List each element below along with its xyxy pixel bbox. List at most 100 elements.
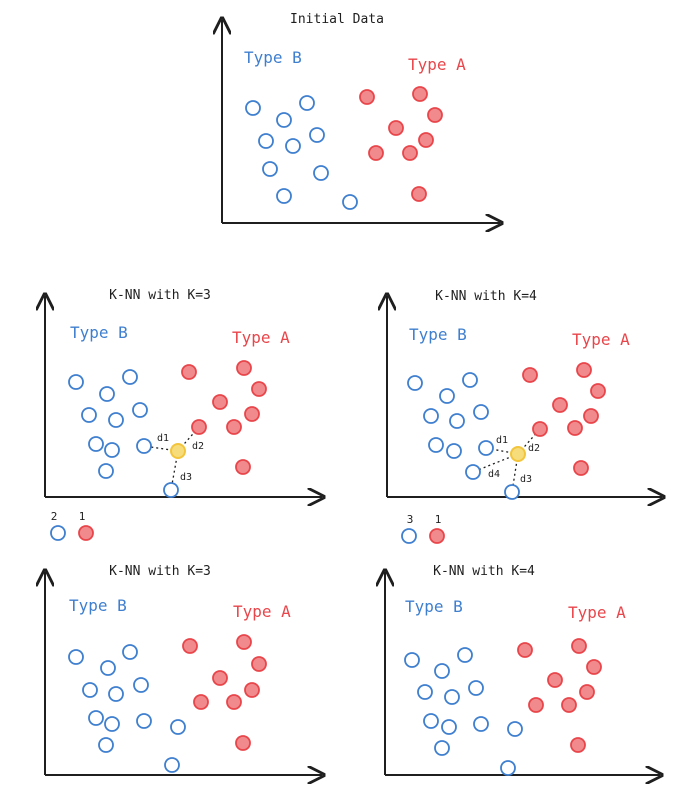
type-a-point (411, 186, 427, 202)
type-a-point (528, 697, 544, 713)
query-point (170, 443, 186, 459)
type-b-point (82, 682, 98, 698)
distance-label-d2: d2 (528, 443, 540, 454)
type-b-point (309, 127, 325, 143)
type-b-label: Type B (244, 48, 302, 67)
type-a-point (561, 697, 577, 713)
distance-label-d1: d1 (496, 435, 508, 446)
type-b-point (276, 188, 292, 204)
type-b-point (262, 161, 278, 177)
type-b-point (500, 760, 516, 776)
type-b-count: 3 (407, 513, 414, 526)
type-a-point (579, 684, 595, 700)
type-a-point (402, 145, 418, 161)
type-a-point (522, 367, 538, 383)
type-a-point (236, 360, 252, 376)
type-b-point (108, 686, 124, 702)
type-b-point (457, 647, 473, 663)
type-a-point (212, 670, 228, 686)
type-a-point (226, 419, 242, 435)
type-b-point (164, 757, 180, 773)
type-b-label: Type B (70, 323, 128, 342)
type-b-count-marker (401, 528, 417, 544)
type-a-label: Type A (408, 55, 466, 74)
type-a-count: 1 (435, 513, 442, 526)
type-a-point (359, 89, 375, 105)
type-b-point (407, 375, 423, 391)
type-b-point (170, 719, 186, 735)
distance-label-d1: d1 (157, 433, 169, 444)
panel-k4-top: K-NN with K=4 Type B Type A d1 d2 d3 d4 3 1 (387, 289, 662, 544)
type-b-point (88, 436, 104, 452)
type-a-count-marker (78, 525, 94, 541)
type-b-point (136, 438, 152, 454)
type-a-point (235, 459, 251, 475)
type-b-point (81, 407, 97, 423)
type-b-point (68, 649, 84, 665)
type-a-point (573, 460, 589, 476)
type-b-point (100, 660, 116, 676)
type-b-point (434, 740, 450, 756)
type-a-point (583, 408, 599, 424)
type-a-count: 1 (79, 510, 86, 523)
distance-label-d3: d3 (180, 472, 192, 483)
type-b-point (465, 464, 481, 480)
type-a-point (182, 638, 198, 654)
distance-label-d2: d2 (192, 441, 204, 452)
type-b-point (468, 680, 484, 696)
type-b-point (404, 652, 420, 668)
type-a-point (235, 735, 251, 751)
panel-initial: Initial Data Type B Type A (222, 12, 500, 223)
type-b-point (417, 684, 433, 700)
type-b-count-marker (50, 525, 66, 541)
type-b-label: Type B (409, 325, 467, 344)
type-a-point (193, 694, 209, 710)
type-b-point (285, 138, 301, 154)
type-b-point (122, 369, 138, 385)
type-b-point (258, 133, 274, 149)
type-a-point (251, 381, 267, 397)
type-b-point (98, 737, 114, 753)
type-b-point (136, 713, 152, 729)
type-a-point (236, 634, 252, 650)
type-b-point (313, 165, 329, 181)
panel-k3-bottom: K-NN with K=3 Type B Type A (45, 564, 322, 775)
type-b-point (473, 404, 489, 420)
panel-title: Initial Data (290, 12, 384, 27)
type-b-point (434, 663, 450, 679)
type-a-point (226, 694, 242, 710)
type-a-label: Type A (233, 602, 291, 621)
panel-title: K-NN with K=4 (433, 564, 535, 579)
type-b-point (423, 713, 439, 729)
type-b-point (108, 412, 124, 428)
type-b-point (104, 716, 120, 732)
type-b-point (342, 194, 358, 210)
type-a-point (547, 672, 563, 688)
type-b-point (163, 482, 179, 498)
distance-line-d4 (472, 453, 519, 473)
type-b-point (122, 644, 138, 660)
type-b-point (99, 386, 115, 402)
type-b-point (473, 716, 489, 732)
type-a-point (552, 397, 568, 413)
distance-label-d3: d3 (520, 474, 532, 485)
type-b-point (428, 437, 444, 453)
type-a-point (244, 682, 260, 698)
type-a-point (427, 107, 443, 123)
type-a-point (191, 419, 207, 435)
type-b-point (507, 721, 523, 737)
type-a-point (576, 362, 592, 378)
type-b-point (98, 463, 114, 479)
type-a-point (517, 642, 533, 658)
type-b-point (478, 440, 494, 456)
panel-k3-top: K-NN with K=3 Type B Type A d1 d2 d3 2 1 (45, 288, 322, 541)
query-point (510, 446, 526, 462)
panel-title: K-NN with K=3 (109, 564, 211, 579)
type-a-point (244, 406, 260, 422)
type-b-point (439, 388, 455, 404)
type-a-label: Type A (232, 328, 290, 347)
type-b-point (299, 95, 315, 111)
panel-title: K-NN with K=4 (435, 289, 537, 304)
type-b-point (441, 719, 457, 735)
